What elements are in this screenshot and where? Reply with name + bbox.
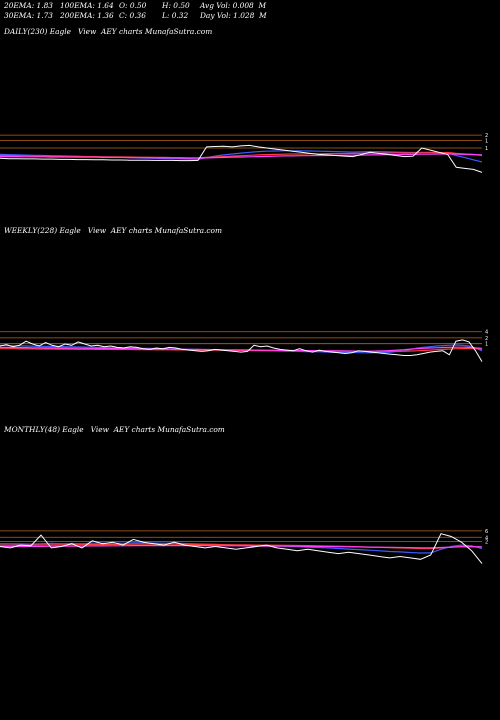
ema-red-line [0,151,483,159]
tick-label: 4 [485,330,488,336]
tick-label: 4 [485,535,488,541]
tick-label: 6 [485,529,488,535]
ema20-label: 20EMA: 1.83 [4,1,53,10]
ema-magenta-line [0,153,483,159]
weekly-chart-panel: WEEKLY(228) Eagle View AEY charts Munafa… [0,226,500,416]
weekly-chart-title: WEEKLY(228) Eagle View AEY charts Munafa… [4,226,222,235]
day-vol-label: Day Vol: 1.028 M [200,11,267,20]
ema30-label: 30EMA: 1.73 [4,11,53,20]
stats-header: 20EMA: 1.83 100EMA: 1.64 O: 0.50 H: 0.50… [4,1,267,106]
tick-label: 2 [485,133,488,139]
daily-chart-svg: 211 [0,133,488,173]
low-label: L: 0.32 [162,11,189,20]
price-line [0,533,483,564]
avg-vol-label: Avg Vol: 0.008 M [200,1,267,10]
tick-label: 1 [485,342,488,348]
monthly-chart-title: MONTHLY(48) Eagle View AEY charts Munafa… [4,425,225,434]
tick-label: 2 [485,336,488,342]
open-label: O: 0.50 [119,1,147,10]
daily-chart-panel: DAILY(230) Eagle View AEY charts MunafaS… [0,27,500,217]
monthly-chart-svg: 642 [0,529,488,564]
ema-magenta-line [0,544,483,549]
price-line [0,144,483,173]
ema100-label: 100EMA: 1.64 [60,1,114,10]
high-label: H: 0.50 [162,1,190,10]
price-line [0,339,483,362]
ema200-label: 200EMA: 1.36 [60,11,114,20]
close-label: C: 0.36 [119,11,146,20]
tick-label: 2 [485,540,488,546]
tick-label: 1 [485,139,488,145]
weekly-chart-svg: 421 [0,330,488,362]
tick-label: 1 [485,146,488,152]
monthly-chart-panel: MONTHLY(48) Eagle View AEY charts Munafa… [0,425,500,615]
daily-chart-title: DAILY(230) Eagle View AEY charts MunafaS… [4,27,213,36]
ema-magenta-line [0,346,483,352]
